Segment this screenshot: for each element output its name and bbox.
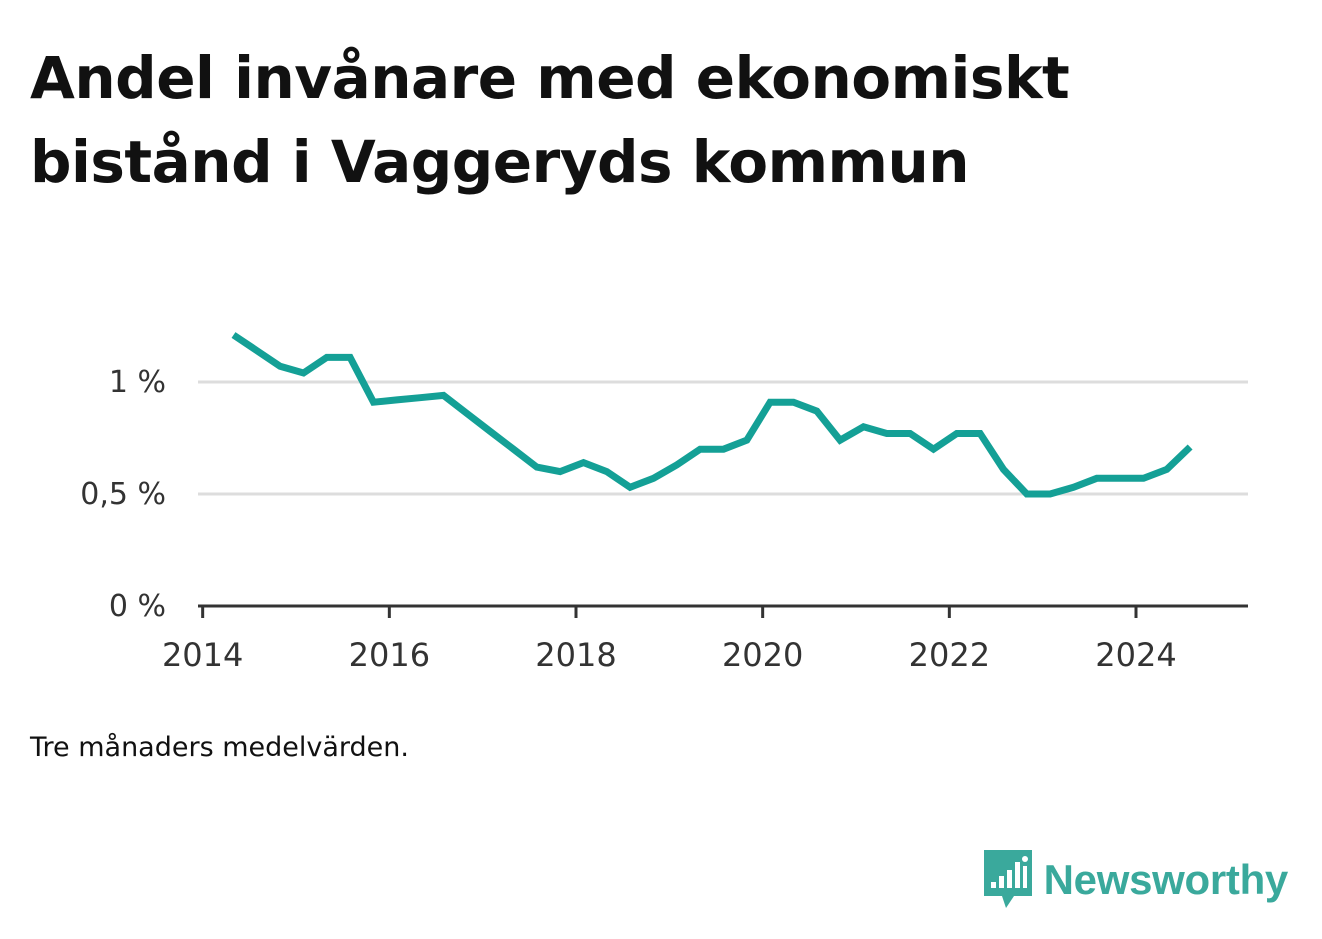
brand-logo[interactable]: Newsworthy: [983, 848, 1289, 912]
brand-name: Newsworthy: [1043, 856, 1289, 903]
y-tick-label: 0,5 %: [80, 477, 166, 512]
y-tick-label: 1 %: [109, 365, 166, 400]
x-tick-label: 2016: [349, 636, 430, 674]
gridlines: 0 % 0,5 % 1 %: [80, 365, 1248, 624]
series-layer: [231, 332, 1193, 498]
chart-title: Andel invånare med ekonomiskt bistånd i …: [30, 44, 1070, 196]
series-line: [231, 332, 1193, 498]
x-tick-label: 2018: [535, 636, 616, 674]
newsworthy-logo-icon: [983, 850, 1032, 908]
x-tick-label: 2020: [722, 636, 803, 674]
x-tick-label: 2024: [1095, 636, 1176, 674]
x-tick-label: 2014: [162, 636, 243, 674]
x-tick-label: 2022: [909, 636, 990, 674]
y-tick-label: 0 %: [109, 589, 166, 624]
chart-note: Tre månaders medelvärden.: [30, 732, 409, 763]
x-axis: 2014 2016 2018 2020 2022 2024: [162, 604, 1248, 674]
